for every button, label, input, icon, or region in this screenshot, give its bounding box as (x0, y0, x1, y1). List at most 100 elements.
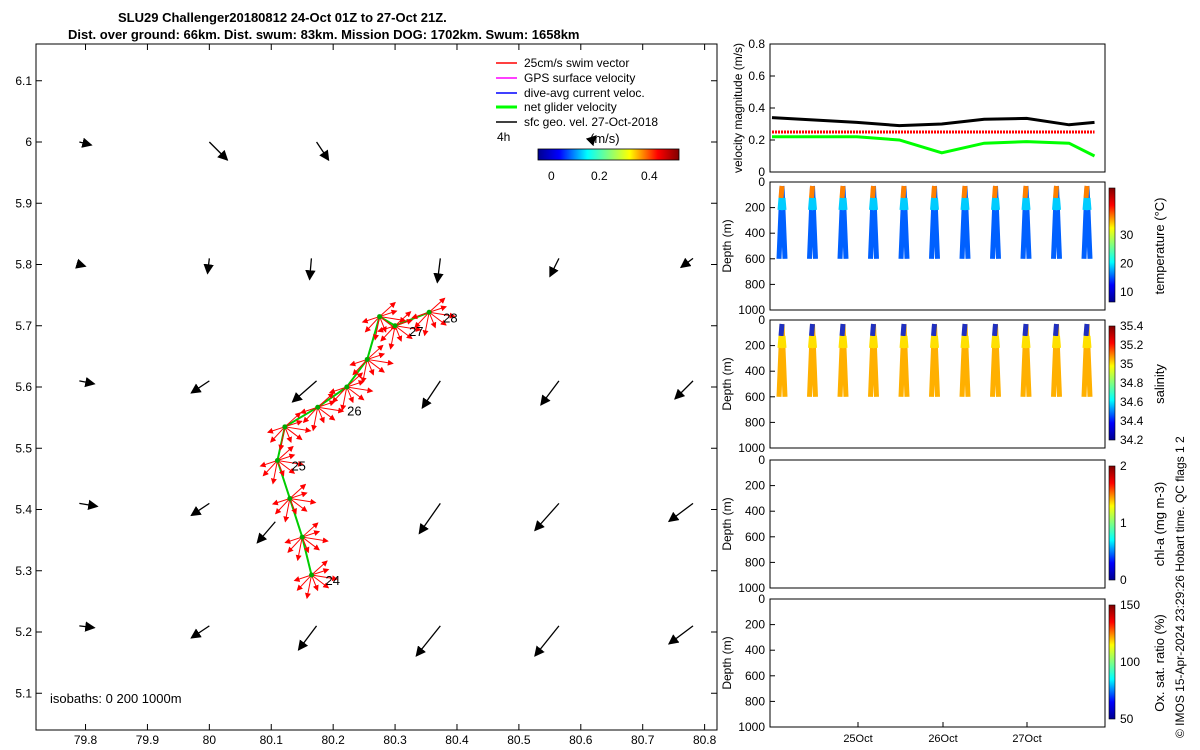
profile-dive (1020, 323, 1032, 397)
track-point (364, 356, 370, 362)
current-arrow (203, 258, 214, 275)
swim-vector (346, 386, 354, 404)
swim-vector (379, 301, 396, 317)
profile-dive (990, 323, 1001, 397)
depth-ylabel: Depth (m) (720, 219, 734, 272)
map-ytick-label: 5.9 (15, 196, 32, 210)
current-arrow (79, 621, 96, 632)
swim-vector (428, 312, 437, 329)
current-arrow (79, 137, 93, 148)
swim-vector (302, 406, 319, 424)
swim-vector (289, 491, 308, 499)
swim-vector (349, 358, 368, 367)
map-ytick-label: 5.7 (15, 319, 32, 333)
current-arrow (421, 380, 441, 409)
map-xtick-label: 80.6 (569, 733, 593, 747)
legend-4h: 4h (497, 130, 510, 144)
swim-vector (304, 574, 312, 600)
swim-vector (311, 574, 319, 592)
swim-vector (289, 483, 307, 499)
cbar-tick-label: 35 (1120, 357, 1134, 371)
profile-dive (959, 323, 971, 397)
depth-ylabel: Depth (m) (720, 357, 734, 410)
swim-vector (301, 536, 310, 554)
swim-vector (428, 305, 447, 313)
depth-tick-label: 800 (745, 415, 765, 429)
cbar-label: temperature (°C) (1152, 198, 1167, 295)
legend-label-swim: 25cm/s swim vector (524, 56, 629, 70)
map-ytick-label: 5.4 (15, 503, 32, 517)
swim-vector (317, 400, 336, 408)
velocity-tick-label: 0 (758, 165, 765, 179)
profile-dive (990, 185, 1001, 259)
velocity-series-line (771, 116, 1095, 128)
depth-tick-label: 200 (745, 618, 765, 632)
swim-vector (340, 386, 348, 412)
legend-label-sfc: sfc geo. vel. 27-Oct-2018 (524, 115, 658, 129)
cbar-tick-label: 34.2 (1120, 433, 1144, 447)
day-label: 25 (291, 459, 305, 474)
time-tick-label: 25Oct (843, 733, 872, 745)
track-point (426, 309, 432, 315)
day-label: 24 (325, 573, 339, 588)
depth-tick-label: 400 (745, 364, 765, 378)
swim-vector (287, 536, 303, 553)
depth-tick-label: 600 (745, 252, 765, 266)
map-xtick-label: 80.1 (260, 733, 284, 747)
swim-vector (267, 426, 286, 434)
swim-vector (394, 325, 403, 342)
cbar-tick-label: 10 (1120, 285, 1134, 299)
velocity-tick-label: 0.8 (748, 37, 765, 51)
cbar-tick-0: 0 (548, 169, 555, 183)
current-arrow (534, 625, 560, 657)
depth-ylabel: Depth (m) (720, 636, 734, 689)
swim-vector (296, 574, 312, 591)
map-ytick-label: 6.1 (15, 74, 32, 88)
profile-dive (776, 185, 788, 259)
velocity-ylabel: velocity magnitude (m/s) (731, 43, 745, 173)
swim-vector (311, 407, 319, 432)
profile-dive (807, 323, 818, 397)
map-xtick-label: 80.7 (631, 733, 655, 747)
swim-vector (317, 406, 345, 414)
depth-tick-label: 0 (758, 313, 765, 327)
current-arrow (190, 625, 210, 639)
current-arrow (190, 380, 210, 394)
map-ytick-label: 5.8 (15, 258, 32, 272)
cbar-tick-label: 100 (1120, 655, 1140, 669)
title-line-1: SLU29 Challenger20180812 24-Oct 01Z to 2… (118, 10, 447, 25)
legend-label-dive: dive-avg current veloc. (524, 86, 645, 100)
swim-vector (379, 309, 398, 318)
swim-vector (366, 359, 375, 376)
current-arrow (316, 141, 330, 162)
swim-vector (366, 344, 384, 360)
track-point (315, 404, 321, 410)
swim-vector (277, 453, 296, 461)
track-point (282, 424, 288, 430)
map-xtick-label: 80.5 (507, 733, 531, 747)
current-arrow (291, 380, 317, 403)
depth-tick-label: 600 (745, 530, 765, 544)
time-axis-ticks: 25Oct 26Oct 27Oct (843, 722, 1042, 745)
profile-dive (1020, 185, 1032, 259)
velocity-series-line (772, 135, 1096, 158)
swim-vector (394, 325, 413, 340)
cbar-tick-label: 35.4 (1120, 319, 1144, 333)
panel-colorbar (1108, 465, 1116, 581)
profile-dive (959, 185, 971, 259)
track-point (308, 572, 314, 578)
swim-vector (331, 386, 348, 403)
swim-vector (284, 426, 303, 441)
current-arrow (679, 257, 694, 269)
time-tick-label: 26Oct (928, 733, 957, 745)
profile-dive (837, 323, 849, 397)
swim-vector (301, 522, 319, 538)
colorbar-title: (m/s) (590, 131, 620, 146)
map-xtick-label: 80.8 (693, 733, 717, 747)
current-arrows (75, 135, 694, 657)
current-arrow (75, 258, 87, 269)
velocity-y-ticks: 0 0.2 0.4 0.6 0.8 (748, 37, 775, 179)
cbar-label: salinity (1152, 364, 1167, 404)
